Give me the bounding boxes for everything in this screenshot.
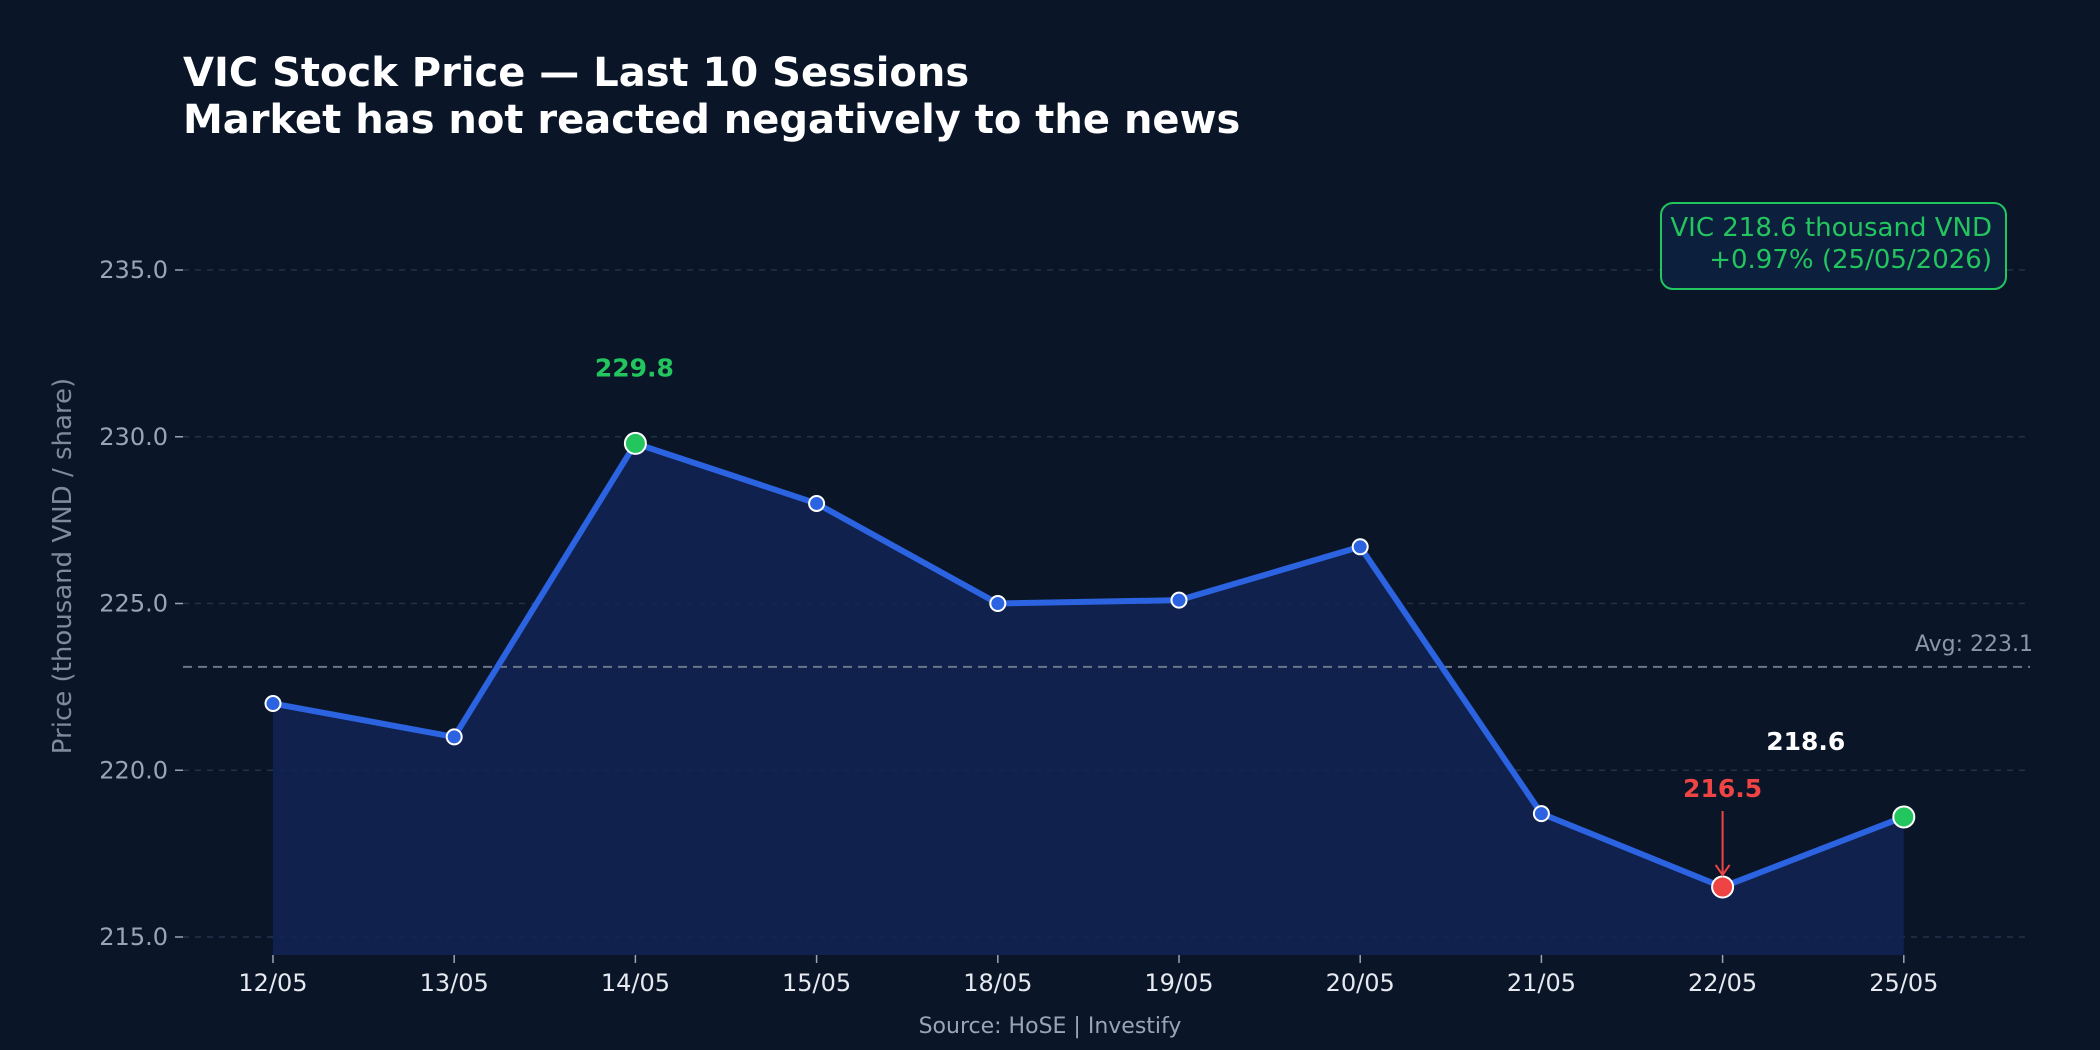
price-area-fill <box>273 443 1904 955</box>
data-point-last <box>1892 805 1916 829</box>
info-box-line2: +0.97% (25/05/2026) <box>1709 245 1992 275</box>
average-label: Avg: 223.1 <box>1915 632 2033 657</box>
y-tick-label: 215.0 <box>99 923 168 951</box>
y-tick-label: 235.0 <box>99 256 168 284</box>
x-tick-label: 20/05 <box>1326 969 1395 997</box>
chart-title: VIC Stock Price — Last 10 Sessions <box>183 50 969 96</box>
low-arrow-head <box>1714 864 1731 877</box>
x-tick-label: 18/05 <box>963 969 1032 997</box>
data-point <box>264 695 282 713</box>
y-tick-label: 220.0 <box>99 756 168 784</box>
data-points <box>264 431 1916 899</box>
data-point-low <box>1711 875 1735 899</box>
x-tick-label: 12/05 <box>238 969 307 997</box>
info-box-frame <box>1660 202 2007 290</box>
y-axis-ticks: 215.0 220.0 225.0 230.0 235.0 <box>99 256 183 951</box>
average-line-group: Avg: 223.1 <box>183 632 2033 668</box>
data-point-high <box>623 431 647 455</box>
data-point <box>445 728 463 746</box>
data-point <box>989 595 1007 612</box>
data-label-high: 229.8 <box>595 353 674 382</box>
x-tick-label: 19/05 <box>1144 969 1213 997</box>
y-tick-label: 225.0 <box>99 590 168 618</box>
source-note: Source: HoSE | Investify <box>919 1014 1182 1039</box>
y-tick-label: 230.0 <box>99 423 168 451</box>
x-tick-label: 13/05 <box>420 969 489 997</box>
y-axis-title: Price (thousand VND / share) <box>48 378 78 754</box>
x-tick-label: 15/05 <box>782 969 851 997</box>
chart-subtitle: Market has not reacted negatively to the… <box>183 97 1240 143</box>
x-tick-label: 25/05 <box>1869 969 1938 997</box>
data-label-low: 216.5 <box>1683 774 1762 803</box>
data-point <box>1170 591 1188 609</box>
x-tick-label: 21/05 <box>1507 969 1576 997</box>
data-point <box>808 494 826 512</box>
data-label-last: 218.6 <box>1766 727 1845 756</box>
x-axis-ticks: 12/05 13/05 14/05 15/05 18/05 19/05 20/05 21/05… <box>238 955 1938 997</box>
data-point <box>1532 805 1550 823</box>
data-point <box>1351 538 1369 556</box>
info-box: VIC 218.6 thousand VND +0.97% (25/05/202… <box>1660 202 2007 290</box>
info-box-line1: VIC 218.6 thousand VND <box>1670 213 1992 243</box>
x-tick-label: 14/05 <box>601 969 670 997</box>
x-tick-label: 22/05 <box>1688 969 1757 997</box>
price-series-line <box>272 440 1905 890</box>
